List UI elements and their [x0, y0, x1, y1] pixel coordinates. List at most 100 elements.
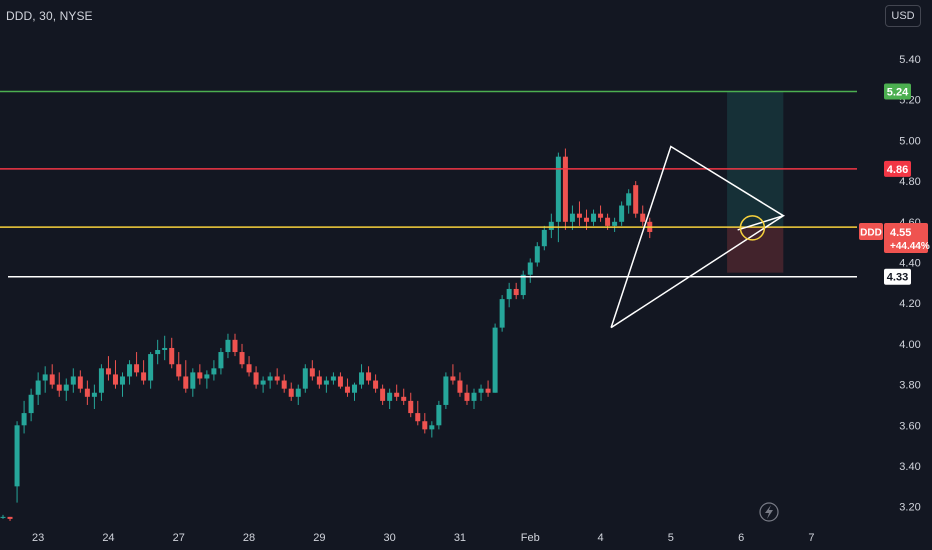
candle-body	[323, 380, 329, 385]
price-axis[interactable]: 5.405.205.004.804.604.404.204.003.803.60…	[859, 54, 930, 514]
candle-body	[380, 388, 386, 401]
candle-body	[169, 347, 175, 365]
candle-body	[77, 376, 83, 389]
candle-body	[28, 394, 34, 414]
position-profit-zone	[727, 91, 784, 228]
time-tick-label: 31	[454, 532, 466, 544]
candle-body	[0, 516, 6, 518]
candle-body	[436, 404, 442, 426]
time-tick-label: 29	[313, 532, 325, 544]
candle-body	[373, 380, 379, 389]
candle-body	[98, 368, 104, 393]
candle-body	[478, 388, 484, 393]
currency-button[interactable]: USD	[885, 5, 921, 27]
time-axis[interactable]: 23 24 27 28 29 30 31 Feb 4 5 6 7	[32, 532, 814, 544]
candle-body	[105, 368, 111, 375]
time-tick-label: 28	[243, 532, 255, 544]
candle-body	[49, 374, 55, 385]
candle-body	[211, 368, 217, 375]
price-tick-label: 4.00	[899, 339, 920, 351]
candle-body	[513, 288, 519, 296]
candle-body	[464, 392, 470, 401]
candle-body	[485, 388, 491, 393]
time-tick-label: 6	[738, 532, 744, 544]
candle-body	[253, 372, 259, 385]
price-tick-label: 5.00	[899, 135, 920, 147]
candle-body	[534, 246, 540, 263]
level-label-box	[884, 160, 911, 177]
candle-body	[548, 221, 554, 230]
candle-body	[7, 516, 13, 519]
candle-body	[612, 221, 618, 226]
candle-body	[225, 339, 231, 353]
candle-body	[605, 217, 611, 226]
drawings-layer	[0, 90, 857, 329]
candle-body	[267, 376, 273, 381]
candle-body	[562, 156, 568, 222]
candle-body	[70, 376, 76, 385]
candle-body	[260, 380, 266, 385]
candle-body	[492, 327, 498, 393]
time-tick-label: 30	[384, 532, 396, 544]
candle-body	[239, 352, 245, 365]
price-tick-label: 4.80	[899, 176, 920, 188]
price-tick-label: 3.80	[899, 380, 920, 392]
candle-body	[35, 380, 41, 395]
candle-body	[337, 376, 343, 387]
candle-body	[14, 425, 20, 487]
candle-body	[555, 156, 561, 222]
candle-body	[387, 392, 393, 401]
candle-body	[366, 372, 372, 381]
candle-body	[330, 376, 336, 381]
candle-body	[190, 372, 196, 389]
time-tick-label: 7	[808, 532, 814, 544]
level-label-box	[884, 268, 911, 285]
candle-body	[471, 392, 477, 401]
replay-button[interactable]	[759, 502, 779, 522]
price-tick-label: 5.40	[899, 54, 920, 66]
candle-body	[619, 205, 625, 222]
candle-body	[626, 193, 632, 206]
symbol-tag: DDD	[860, 227, 882, 238]
candle-body	[302, 368, 308, 389]
candle-body	[56, 384, 62, 391]
candle-body	[127, 364, 133, 377]
candle-body	[359, 372, 365, 385]
candle-body	[309, 368, 315, 377]
price-tick-label: 3.60	[899, 420, 920, 432]
price-tick-label: 3.40	[899, 461, 920, 473]
candle-body	[422, 421, 428, 430]
candle-body	[288, 388, 294, 397]
candle-body	[443, 376, 449, 405]
candle-body	[520, 274, 526, 296]
triangle-lower-edge	[610, 215, 784, 329]
candle-body	[141, 372, 147, 381]
candle-body	[281, 380, 287, 389]
candle-body	[155, 350, 161, 355]
triangle-pattern	[610, 145, 786, 328]
candle-body	[274, 376, 280, 381]
candle-body	[408, 400, 414, 414]
candle-body	[450, 376, 456, 381]
candle-body	[415, 413, 421, 422]
candle-body	[148, 354, 154, 381]
candle-body	[21, 413, 27, 426]
candle-body	[429, 425, 435, 430]
candle-body	[633, 185, 639, 214]
candle-body	[197, 372, 203, 379]
level-label-5-24: 5.24	[887, 87, 909, 99]
price-change: +44.44%	[890, 241, 930, 252]
candle-body	[42, 374, 48, 381]
candle-body	[204, 374, 210, 379]
symbol-title[interactable]: DDD, 30, NYSE	[6, 9, 93, 23]
time-tick-label: 27	[173, 532, 185, 544]
last-price-box	[884, 222, 928, 253]
candle-body	[112, 374, 118, 385]
price-tick-label: 4.40	[899, 258, 920, 270]
candle-body	[344, 386, 350, 393]
lightning-bolt-glyph	[765, 505, 773, 519]
candle-body	[63, 384, 69, 391]
candle-body	[591, 213, 597, 222]
time-tick-label: 23	[32, 532, 44, 544]
